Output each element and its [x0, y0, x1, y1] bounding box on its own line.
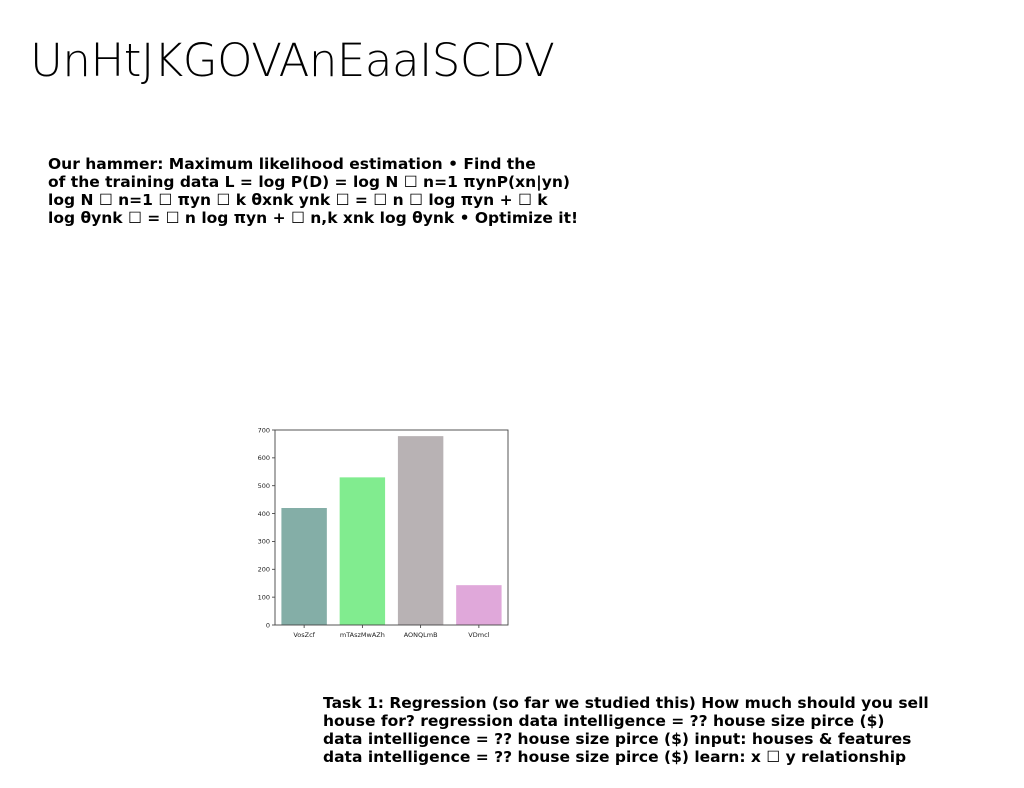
- y-tick-label: 300: [258, 538, 270, 546]
- y-tick-label: 500: [258, 482, 270, 490]
- x-tick-label: VosZcf: [293, 631, 315, 639]
- paragraph-line: log θynk ☐ = ☐ n log πyn + ☐ n,k xnk log…: [48, 209, 579, 227]
- y-tick-label: 100: [258, 593, 270, 601]
- y-tick-label: 700: [258, 426, 270, 434]
- ml-estimation-paragraph: Our hammer: Maximum likelihood estimatio…: [48, 155, 578, 227]
- bar: [456, 585, 502, 625]
- x-tick-label: AONQLmB: [404, 631, 438, 639]
- paragraph-line: data intelligence = ?? house size pirce …: [323, 730, 912, 748]
- paragraph-line: data intelligence = ?? house size pirce …: [323, 748, 907, 766]
- y-tick-label: 600: [258, 454, 270, 462]
- paragraph-line: Task 1: Regression (so far we studied th…: [323, 694, 929, 712]
- paragraph-line: log N ☐ n=1 ☐ πyn ☐ k θxnk ynk ☐ = ☐ n ☐…: [48, 191, 548, 209]
- bar: [281, 508, 327, 625]
- bar-chart: VosZcf mTAszMwAZh AONQLmB VDmcl 0 100 200 300 40…: [258, 426, 509, 639]
- bar: [339, 477, 386, 625]
- x-tick-label: mTAszMwAZh: [340, 631, 385, 639]
- regression-task-paragraph: Task 1: Regression (so far we studied th…: [323, 694, 929, 766]
- bar: [397, 436, 444, 625]
- plot-frame: [274, 429, 509, 626]
- y-tick-label: 400: [258, 510, 270, 518]
- y-tick-label: 0: [266, 621, 270, 629]
- paragraph-line: house for? regression data intelligence …: [323, 712, 885, 730]
- slide-title: UnHtJKGOVAnEaaISCDV: [30, 34, 555, 87]
- x-tick-label: VDmcl: [468, 631, 489, 639]
- paragraph-line: Our hammer: Maximum likelihood estimatio…: [48, 155, 536, 173]
- y-tick-label: 200: [258, 566, 270, 574]
- paragraph-line: of the training data L = log P(D) = log …: [48, 173, 571, 191]
